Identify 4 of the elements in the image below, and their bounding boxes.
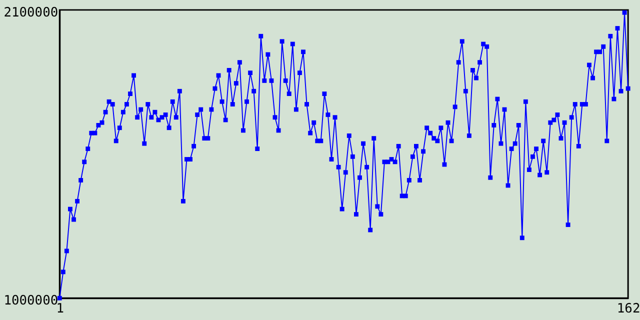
x-tick-label: 1 bbox=[56, 302, 64, 317]
y-tick-label: 2100000 bbox=[4, 5, 58, 20]
x-tick-label: 162 bbox=[616, 302, 640, 317]
y-tick-label: 1000000 bbox=[4, 294, 58, 309]
